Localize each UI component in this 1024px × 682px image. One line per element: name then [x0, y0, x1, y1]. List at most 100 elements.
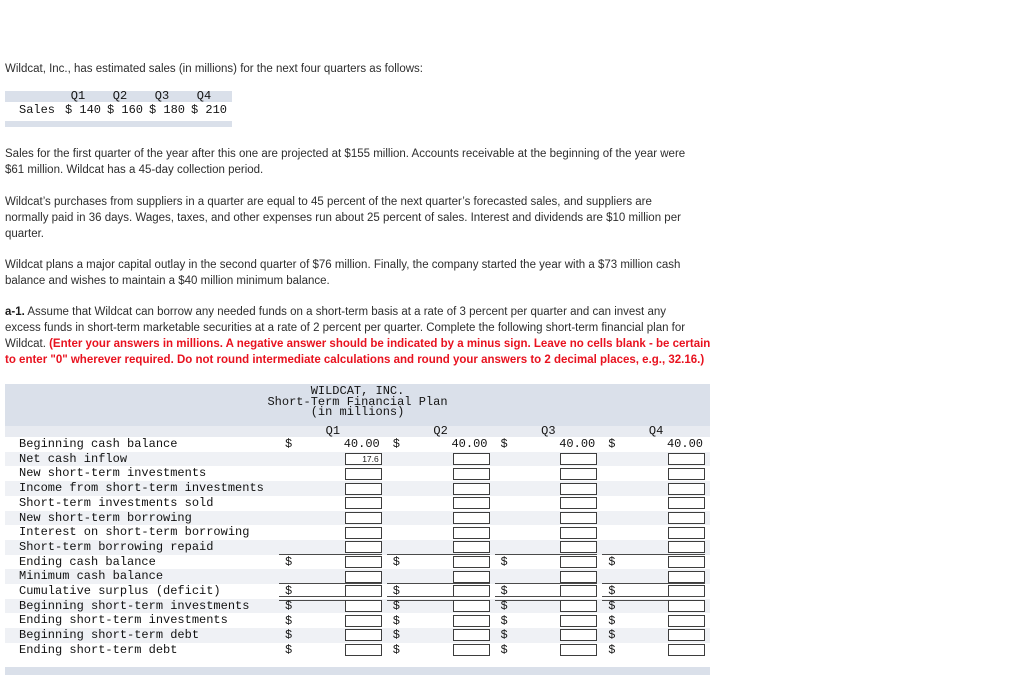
answer-input-short-term-borrowing-repaid-q4[interactable] [668, 541, 705, 554]
answer-input-ending-short-term-investments-q1[interactable] [344, 614, 382, 627]
quarter-header-q2: Q2 [433, 424, 448, 439]
answer-input-ending-short-term-debt-q3[interactable] [560, 644, 598, 657]
answer-input-beginning-short-term-investments-q4[interactable] [668, 600, 705, 613]
answer-input-ending-short-term-investments-q2[interactable] [452, 614, 490, 627]
plan-title-name: Short-Term Financial Plan [267, 394, 448, 409]
quarter-cell-q4: $ [602, 628, 710, 643]
quarter-cell-q3 [495, 481, 603, 496]
answer-input-interest-on-short-term-borrowing-q4[interactable] [668, 526, 705, 539]
answer-input-beginning-short-term-investments-q3[interactable] [560, 600, 598, 613]
answer-input-new-short-term-borrowing-q2[interactable] [452, 511, 490, 524]
answer-input-ending-cash-balance-q1[interactable] [344, 555, 382, 568]
answer-input-minimum-cash-balance-q3[interactable] [560, 570, 598, 583]
table-row-beginning-short-term-debt: Beginning short-term debt $ $ $ $ [5, 628, 710, 643]
answer-input-interest-on-short-term-borrowing-q3[interactable] [560, 526, 598, 539]
answer-input-income-from-short-term-investments-q1[interactable] [344, 482, 382, 495]
sales-col-q3: Q3 [154, 89, 170, 103]
quarter-header-q1: Q1 [325, 424, 341, 439]
dollar-sign: $ [500, 628, 508, 643]
answer-input-income-from-short-term-investments-q3[interactable] [560, 482, 598, 495]
quarter-cell-q3: $ [495, 599, 603, 614]
answer-input-net-cash-inflow-q2[interactable] [452, 453, 490, 466]
quarter-cell-q1 [279, 540, 387, 555]
dollar-sign: $ [285, 613, 293, 628]
answer-input-net-cash-inflow-q1[interactable] [344, 453, 382, 466]
answer-input-beginning-short-term-debt-q4[interactable] [668, 629, 705, 642]
answer-input-new-short-term-investments-q1[interactable] [344, 467, 382, 480]
table-row-new-short-term-investments: New short-term investments [5, 466, 710, 482]
dollar-sign: $ [608, 437, 616, 452]
answer-input-short-term-borrowing-repaid-q2[interactable] [452, 541, 490, 554]
answer-input-cumulative-surplus-deficit-q4[interactable] [668, 585, 705, 598]
answer-input-ending-short-term-debt-q2[interactable] [452, 644, 490, 657]
answer-input-short-term-investments-sold-q3[interactable] [560, 497, 598, 510]
answer-input-beginning-short-term-debt-q2[interactable] [452, 629, 490, 642]
answer-input-new-short-term-investments-q2[interactable] [452, 467, 490, 480]
row-label: Short-term investments sold [19, 495, 214, 510]
dollar-sign: $ [392, 613, 400, 628]
answer-input-ending-short-term-investments-q3[interactable] [560, 614, 598, 627]
answer-input-beginning-short-term-investments-q1[interactable] [344, 600, 382, 613]
quarter-cell-q1 [279, 481, 387, 496]
answer-input-ending-cash-balance-q4[interactable] [668, 555, 705, 568]
dollar-sign: $ [500, 437, 508, 452]
quarter-cell-q2 [387, 452, 495, 467]
answer-input-minimum-cash-balance-q2[interactable] [452, 570, 490, 583]
dollar-sign: $ [392, 599, 400, 614]
answer-input-beginning-short-term-investments-q2[interactable] [452, 600, 490, 613]
answer-input-interest-on-short-term-borrowing-q1[interactable] [344, 526, 382, 539]
answer-input-ending-cash-balance-q2[interactable] [452, 555, 490, 568]
total-double-rule [494, 595, 598, 601]
quarter-cell-q3 [495, 452, 603, 467]
answer-input-new-short-term-borrowing-q4[interactable] [668, 511, 705, 524]
answer-input-interest-on-short-term-borrowing-q2[interactable] [452, 526, 490, 539]
answer-input-ending-short-term-debt-q4[interactable] [668, 644, 705, 657]
subtotal-rule [279, 553, 382, 555]
answer-input-short-term-borrowing-repaid-q3[interactable] [560, 541, 598, 554]
answer-input-new-short-term-investments-q3[interactable] [560, 467, 598, 480]
sales-col-q4: Q4 [196, 89, 212, 103]
subtotal-rule [386, 553, 490, 555]
table-row-ending-short-term-investments: Ending short-term investments $ $ $ $ [5, 613, 710, 629]
sales-row-label: Sales [19, 102, 56, 117]
answer-input-beginning-short-term-debt-q3[interactable] [560, 629, 598, 642]
row-label: Net cash inflow [19, 451, 128, 466]
static-value: 40.00 [451, 437, 488, 452]
answer-input-short-term-investments-sold-q4[interactable] [668, 497, 705, 510]
answer-input-minimum-cash-balance-q1[interactable] [344, 570, 382, 583]
answer-input-cumulative-surplus-deficit-q2[interactable] [452, 585, 490, 598]
row-label: New short-term borrowing [19, 510, 192, 525]
sales-col-q1: Q1 [70, 89, 86, 103]
quarter-cell-q3: $ [494, 582, 603, 601]
financial-plan-table: WILDCAT, INC. Short-Term Financial Plan … [5, 384, 710, 676]
quarter-cell-q3: $ [494, 553, 603, 570]
table-row-income-from-short-term-investments: Income from short-term investments [5, 481, 710, 496]
answer-input-ending-cash-balance-q3[interactable] [560, 555, 598, 568]
answer-input-short-term-investments-sold-q2[interactable] [452, 497, 490, 510]
table-row-minimum-cash-balance: Minimum cash balance [5, 569, 710, 584]
answer-input-cumulative-surplus-deficit-q3[interactable] [560, 585, 598, 598]
answer-input-beginning-short-term-debt-q1[interactable] [344, 629, 382, 642]
quarter-cell-q4: $ [602, 599, 710, 614]
answer-input-short-term-investments-sold-q1[interactable] [344, 497, 382, 510]
dollar-sign: $ [500, 643, 508, 658]
answer-input-ending-short-term-debt-q1[interactable] [344, 644, 382, 657]
answer-input-new-short-term-borrowing-q3[interactable] [560, 511, 598, 524]
quarter-cell-q1: $ [279, 599, 387, 614]
quarter-cell-q4 [602, 525, 710, 540]
quarter-cell-q1: $ [279, 643, 387, 658]
row-label: Ending short-term debt [19, 642, 178, 657]
answer-input-income-from-short-term-investments-q4[interactable] [668, 482, 705, 495]
answer-input-new-short-term-investments-q4[interactable] [668, 467, 705, 480]
answer-input-new-short-term-borrowing-q1[interactable] [344, 511, 382, 524]
answer-input-minimum-cash-balance-q4[interactable] [668, 570, 705, 583]
answer-input-net-cash-inflow-q3[interactable] [560, 453, 598, 466]
answer-input-cumulative-surplus-deficit-q1[interactable] [344, 585, 382, 598]
answer-input-income-from-short-term-investments-q2[interactable] [452, 482, 490, 495]
dollar-sign: $ [285, 554, 293, 569]
answer-input-ending-short-term-investments-q4[interactable] [668, 614, 705, 627]
answer-input-net-cash-inflow-q4[interactable] [668, 453, 705, 466]
quarter-cell-q4: $ [602, 613, 710, 628]
answer-input-short-term-borrowing-repaid-q1[interactable] [344, 541, 382, 554]
